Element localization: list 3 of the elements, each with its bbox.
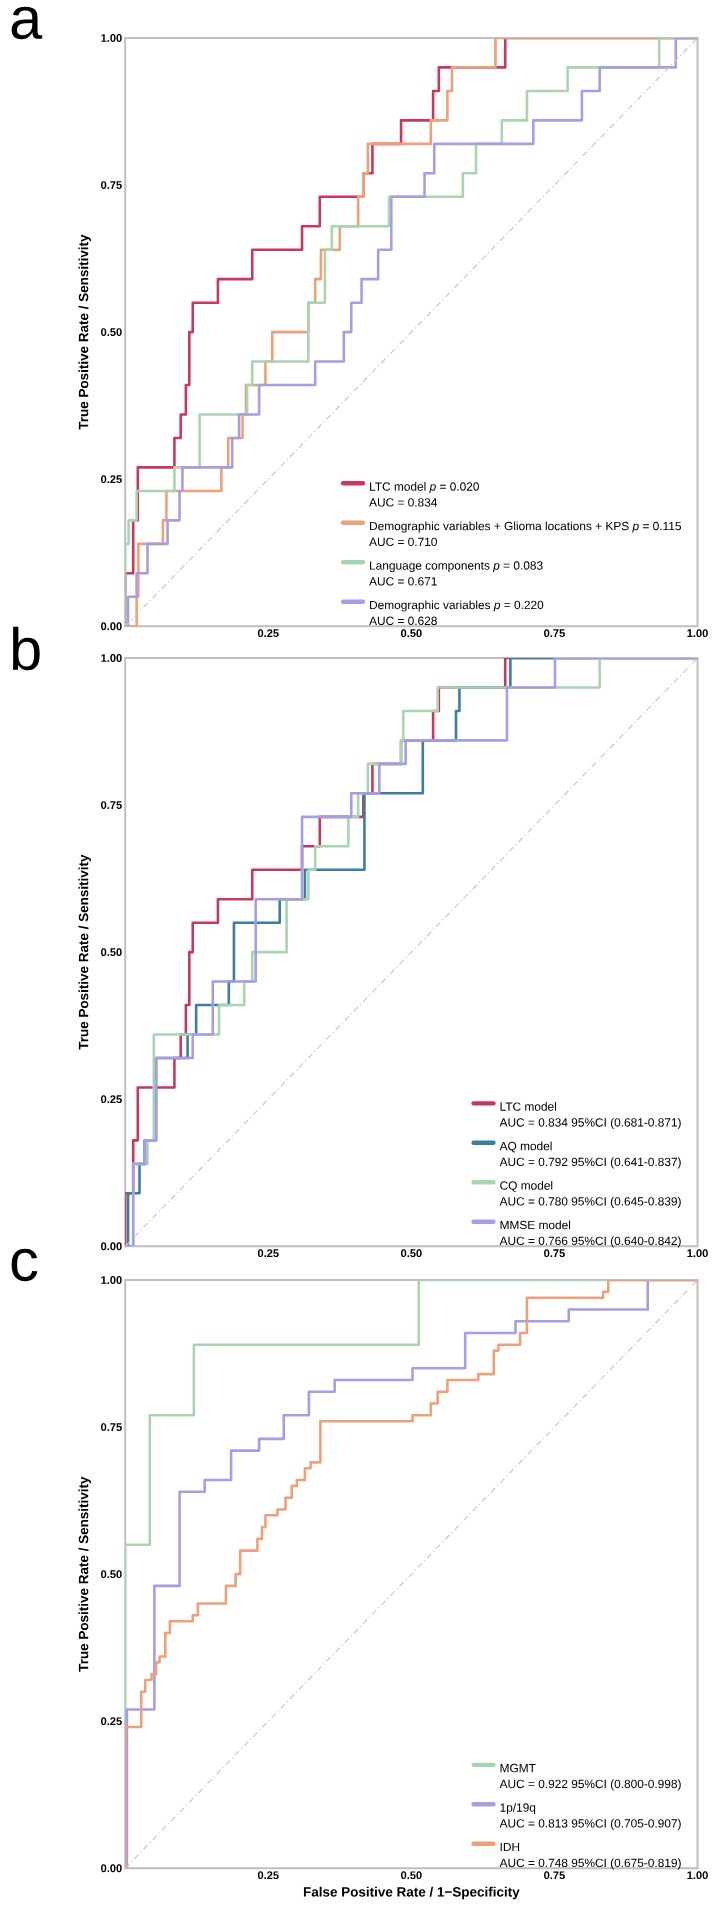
chart-title: c	[11, 1248, 38, 1282]
chart-title: a	[11, 6, 43, 40]
chart-title: b	[13, 626, 40, 671]
